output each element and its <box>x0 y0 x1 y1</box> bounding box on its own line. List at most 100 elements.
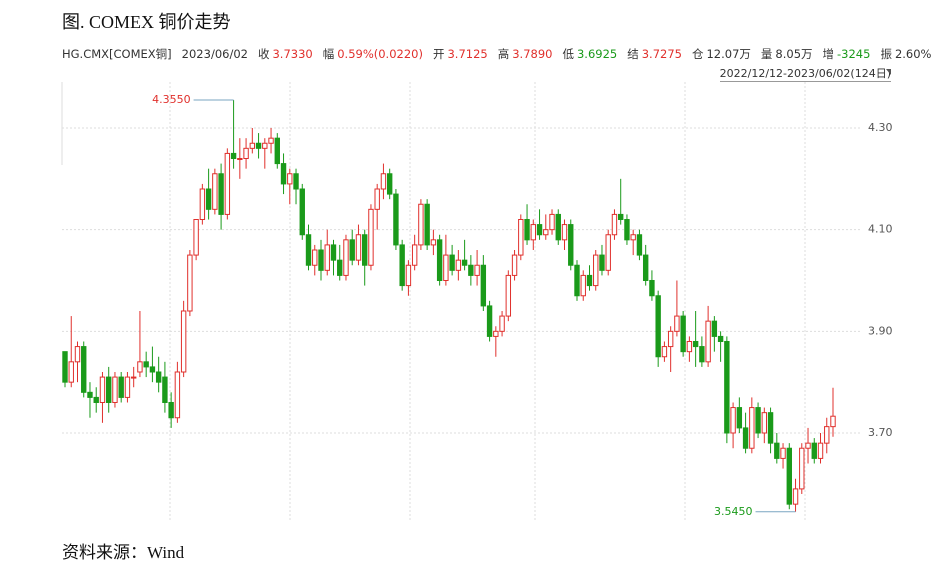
quote-item: 开 3.7125 <box>433 47 488 61</box>
source-note: 资料来源：Wind <box>62 543 185 562</box>
candle-body <box>411 244 418 266</box>
candle-body <box>574 264 580 297</box>
candle-body <box>499 315 505 332</box>
quote-label: 结 <box>627 47 639 61</box>
candle-body <box>524 219 530 241</box>
candle-body <box>312 249 318 266</box>
candle-body <box>380 173 387 190</box>
quote-item: 幅 0.59%(0.0220) <box>323 47 423 61</box>
candle-body <box>799 447 805 490</box>
candle-body <box>255 142 262 149</box>
candle-body <box>249 142 256 149</box>
candle-body <box>143 361 149 368</box>
candle-body <box>343 239 349 276</box>
candle-body <box>461 259 468 266</box>
candle-body <box>774 442 780 459</box>
y-tick-label: 3.70 <box>868 426 893 439</box>
candle-body <box>824 426 830 444</box>
candle-body <box>580 274 586 297</box>
quote-label: 低 <box>562 47 574 61</box>
candle-body <box>81 346 87 393</box>
candle-body <box>749 407 755 449</box>
candle-body <box>830 415 836 428</box>
candle-body <box>717 335 724 342</box>
candle-body <box>212 173 218 210</box>
candle-body <box>293 173 299 190</box>
candle-body <box>74 346 81 363</box>
candle-body <box>137 361 143 373</box>
candle-body <box>430 239 437 246</box>
annotation: 4.3550 <box>152 93 191 106</box>
quote-label: 仓 <box>691 47 704 61</box>
candle-body <box>93 396 99 403</box>
candle-body <box>349 239 355 261</box>
candle-body <box>792 488 799 505</box>
candle-body <box>180 310 187 373</box>
range-arrow <box>886 69 891 75</box>
quote-value: 3.7125 <box>447 47 488 61</box>
candle-body <box>611 213 618 236</box>
candle-body <box>480 264 487 307</box>
candle-body <box>393 193 399 246</box>
candle-body <box>187 254 193 312</box>
candle-body <box>761 412 768 434</box>
candle-body <box>205 188 212 210</box>
quote-label: 振 <box>880 47 892 61</box>
candle-body <box>805 442 811 449</box>
candle-body <box>199 188 206 221</box>
candle-body <box>443 254 449 281</box>
candle-body <box>399 244 405 287</box>
candle-body <box>742 427 749 449</box>
quote-value: 12.07万 <box>706 47 751 61</box>
candle-body <box>218 173 224 215</box>
candle-body <box>811 442 817 459</box>
candle-body <box>724 340 730 434</box>
y-tick-label: 4.30 <box>868 121 893 134</box>
candle-body <box>536 224 543 236</box>
y-tick-label: 4.10 <box>868 223 893 236</box>
candle-body <box>680 315 686 353</box>
candle-body <box>736 407 743 429</box>
candle-body <box>449 254 455 271</box>
candle-body <box>486 305 493 337</box>
candle-body <box>730 407 736 434</box>
quote-label: 开 <box>432 47 445 61</box>
candle-body <box>268 137 274 144</box>
figure-title: 图. COMEX 铜价走势 <box>62 12 231 32</box>
candle-body <box>418 203 424 246</box>
candle-body <box>817 442 824 459</box>
candle-body <box>686 340 693 353</box>
candle-body <box>112 376 118 403</box>
quote-label: 高 <box>497 47 510 61</box>
candle-body <box>124 376 131 398</box>
candle-body <box>605 234 611 271</box>
candle-body <box>330 244 337 261</box>
candle-body <box>118 376 124 398</box>
candle-body <box>224 152 231 215</box>
candle-body <box>424 203 430 246</box>
candle-body <box>493 330 499 337</box>
candle-body <box>193 219 199 256</box>
candle-body <box>455 259 462 271</box>
candle-body <box>642 254 649 281</box>
candle-body <box>174 371 181 419</box>
candle-body <box>636 234 643 256</box>
candle-body <box>530 224 536 241</box>
candle-body <box>661 346 668 358</box>
candle-body <box>624 219 630 241</box>
candle-body <box>168 401 174 419</box>
candle-body <box>324 244 330 271</box>
vertical-grid <box>169 82 806 520</box>
quote-value: 2.60% <box>894 47 932 61</box>
candle-body <box>618 213 624 221</box>
quote-label: 量 <box>760 47 773 61</box>
date-range: 2022/12/12-2023/06/02(124日) <box>719 67 891 82</box>
quote-header: HG.CMX[COMEX铜] 2023/06/02 收 3.7330 幅 0.59%(0.… <box>62 46 931 62</box>
quote-label: 增 <box>822 47 835 61</box>
candle-body <box>280 163 287 185</box>
candle-body <box>505 274 512 317</box>
candle-body <box>106 376 112 403</box>
candle-body <box>549 213 555 231</box>
candle-body <box>299 188 305 236</box>
candle-body <box>511 254 518 276</box>
